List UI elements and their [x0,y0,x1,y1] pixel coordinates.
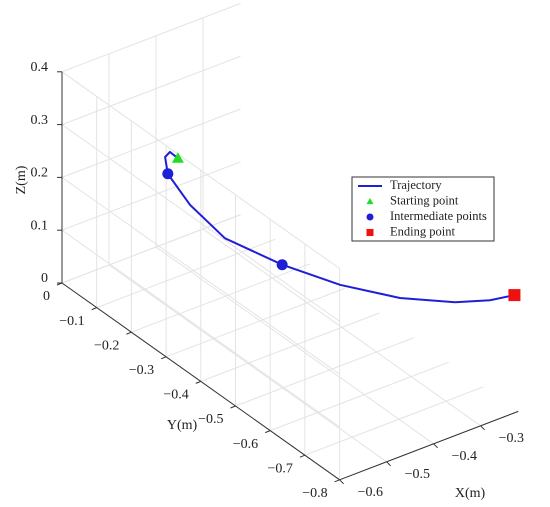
x-tick-label: −0.3 [499,431,524,446]
circle-marker [366,213,374,221]
y-axis-label: Y(m) [167,418,198,433]
grid-line [61,161,241,231]
x-tick [480,425,485,431]
square-marker [508,289,521,302]
legend-box [351,176,495,242]
grid-line [235,337,415,407]
y-tick [265,430,271,434]
grid-line [131,263,311,333]
grid-line [61,229,340,428]
y-tick [230,405,236,409]
z-tick-label: 0.1 [31,218,49,233]
z-tick-label: 0 [41,271,48,286]
y-tick-label: −0.2 [94,338,119,353]
legend-label: Ending point [390,224,455,238]
grid-line [304,386,484,456]
grid-line [61,71,340,270]
grid-line [61,124,340,322]
triangle-marker [171,152,184,163]
x-axis [339,410,519,481]
x-tick-label: −0.6 [358,485,383,500]
grid-line [270,361,449,432]
y-tick [160,356,167,360]
y-tick-label: −0.5 [198,412,223,427]
y-tick [91,307,97,311]
z-tick-label: 0.2 [31,166,49,181]
z-tick-label: 0.3 [31,113,49,128]
grid-line [61,176,340,375]
y-tick-label: −0.1 [59,314,84,329]
y-tick [56,282,63,286]
y-tick [299,454,306,458]
x-tick [433,443,438,449]
grid-line [200,312,380,382]
y-tick-label: −0.8 [302,486,327,501]
legend-label: Starting point [390,193,459,207]
circle-marker [276,259,288,271]
grid-line [61,55,241,126]
x-tick [386,461,391,467]
grid-line [165,287,345,358]
legend-label: Trajectory [390,178,442,192]
z-axis-label: Z(m) [14,165,29,194]
y-tick [334,479,340,483]
x-tick-label: −0.4 [452,449,477,464]
y-tick [195,380,201,384]
circle-marker [162,168,174,180]
x-axis-label: X(m) [455,486,486,501]
grid-line [61,108,241,178]
trajectory-line [164,150,515,304]
x-tick-label: −0.5 [405,467,430,482]
y-tick-label: 0 [43,289,50,304]
grid-line [61,2,241,73]
y-tick-label: −0.3 [129,363,154,378]
y-tick [126,331,132,335]
y-tick-label: −0.4 [163,388,188,403]
legend-label: Intermediate points [390,209,487,223]
y-tick-label: −0.7 [267,461,292,476]
z-tick-label: 0.4 [31,60,49,75]
y-tick-label: −0.6 [233,437,258,452]
triangle-marker [366,198,374,205]
grid-line [96,238,276,309]
x-tick [339,479,344,485]
square-marker [366,229,374,236]
